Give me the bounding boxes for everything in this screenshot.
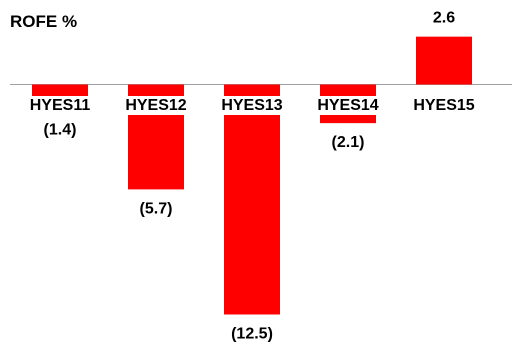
tick-label-background [122, 96, 190, 115]
data-label-hyes14: (2.1) [332, 134, 365, 151]
tick-label-background [314, 96, 382, 115]
tick-label-background [218, 96, 286, 115]
tick-label-hyes13: HYES13 [221, 97, 282, 114]
tick-label-hyes15: HYES15 [413, 97, 474, 114]
tick-label-hyes14: HYES14 [317, 97, 378, 114]
data-label-hyes13: (12.5) [231, 326, 273, 343]
data-label-hyes15: 2.6 [433, 10, 455, 27]
bar-hyes15 [416, 36, 472, 85]
tick-label-hyes11: HYES11 [30, 97, 91, 114]
labels-group: HYES11 (1.4) HYES12 (5.7) HYES13 (12.5) HYES14… [26, 10, 478, 343]
bar-hyes13 [224, 84, 280, 315]
bars-group [32, 36, 472, 315]
tick-label-background [26, 96, 94, 115]
data-label-hyes12: (5.7) [140, 200, 173, 217]
tick-label-hyes12: HYES12 [125, 97, 186, 114]
data-label-hyes11: (1.4) [44, 121, 77, 138]
chart-title: ROFE % [10, 12, 77, 31]
tick-label-background [410, 96, 478, 115]
